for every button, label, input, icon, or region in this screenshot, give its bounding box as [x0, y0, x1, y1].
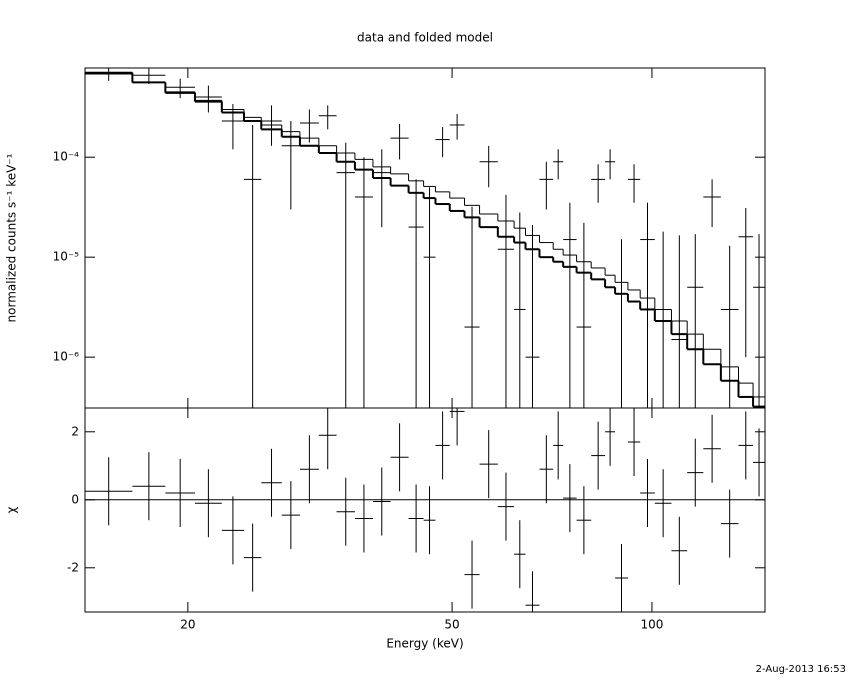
x-tick-label: 50	[444, 618, 459, 632]
y-tick-label: 10⁻⁶	[53, 350, 80, 364]
bottom-frame	[84, 407, 766, 613]
axes: 10⁻⁶ 10⁻⁵ 10⁻⁴ -2 0 2 20 50 100	[53, 68, 765, 632]
y-tick-label: 10⁻⁵	[53, 250, 80, 264]
y-tick-label: 2	[71, 424, 79, 438]
chart-title: data and folded model	[357, 31, 493, 45]
x-tick-label: 100	[640, 618, 663, 632]
y-tick-label: -2	[67, 560, 79, 574]
y-tick-label: 10⁻⁴	[53, 150, 80, 164]
bottom-plot	[85, 408, 765, 612]
y-axis-label: χ	[5, 506, 19, 513]
y-tick-label: 0	[71, 492, 79, 506]
x-tick-label: 20	[180, 618, 195, 632]
top-plot	[85, 68, 765, 408]
timestamp: 2-Aug-2013 16:53	[756, 664, 846, 675]
y-axis-label: normalized counts s⁻¹ keV⁻¹	[5, 153, 19, 322]
x-axis-label: Energy (keV)	[386, 637, 463, 651]
